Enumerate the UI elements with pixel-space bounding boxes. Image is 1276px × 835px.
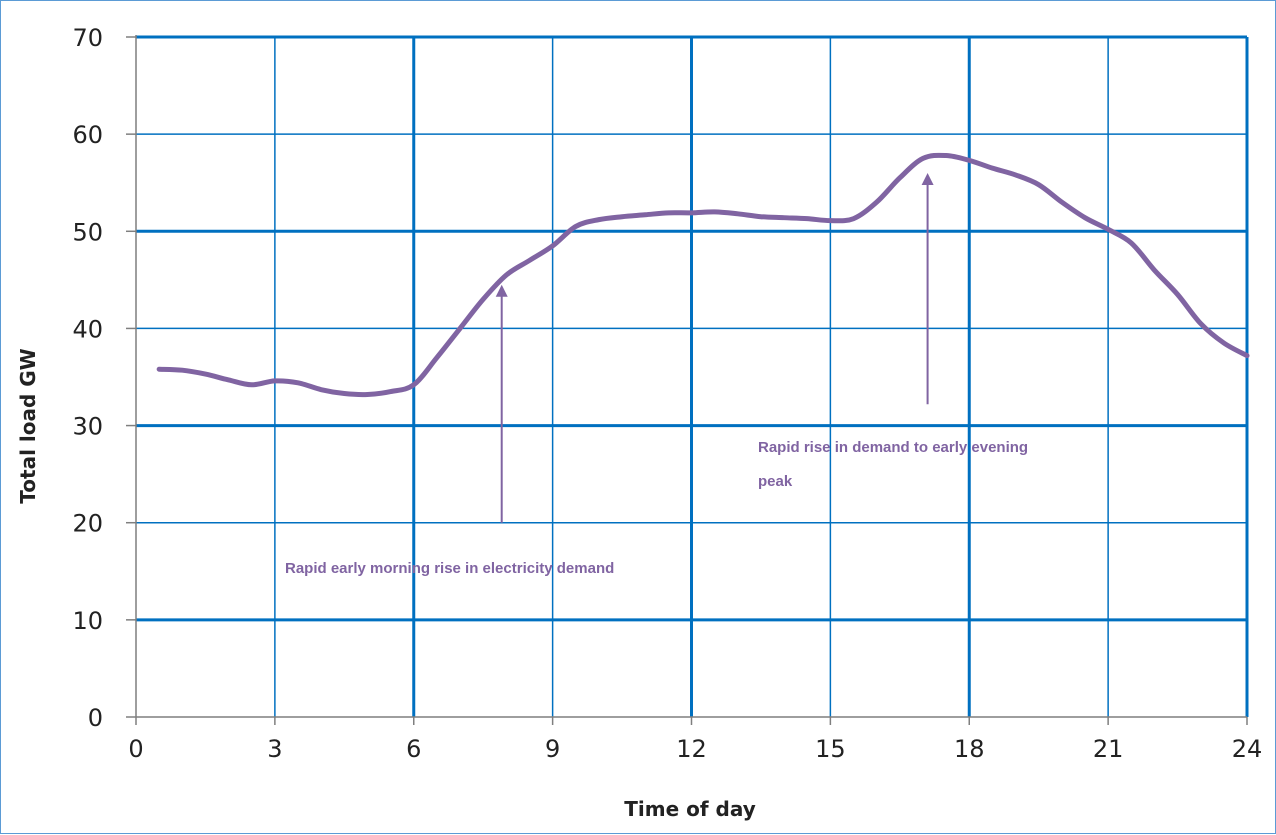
series: [156, 152, 1250, 398]
x-tick-label: 24: [1232, 735, 1263, 763]
annotation-arrow-head: [921, 173, 934, 185]
y-tick-labels: 0 10 20 30 40 50 60 70: [72, 24, 103, 732]
x-tick-labels: 0 3 6 9 12 15 18 21 24: [128, 735, 1262, 763]
y-tick-label: 60: [72, 121, 103, 149]
x-tick-label: 0: [128, 735, 143, 763]
load-series-line: [156, 152, 1250, 398]
y-tick-label: 30: [72, 413, 103, 441]
axes: [126, 35, 1248, 725]
annotation-evening-text-line2: peak: [758, 473, 793, 490]
x-axis-title: Time of day: [624, 797, 756, 821]
x-tick-label: 9: [545, 735, 560, 763]
x-tick-label: 12: [676, 735, 707, 763]
y-tick-label: 50: [72, 218, 103, 246]
grid: [136, 35, 1249, 717]
y-tick-label: 0: [88, 704, 103, 732]
annotation-arrow-head: [495, 284, 508, 297]
x-tick-label: 15: [815, 735, 846, 763]
y-axis-title: Total load GW: [16, 348, 40, 503]
y-tick-label: 10: [72, 607, 103, 635]
y-tick-label: 20: [72, 510, 103, 538]
annotations: Rapid early morning rise in electricity …: [285, 173, 1028, 577]
x-tick-label: 3: [267, 735, 282, 763]
x-tick-label: 21: [1093, 735, 1124, 763]
y-tick-label: 40: [72, 315, 103, 343]
x-tick-label: 6: [406, 735, 421, 763]
annotation-morning-text: Rapid early morning rise in electricity …: [285, 560, 614, 577]
annotation-evening-text-line1: Rapid rise in demand to early evening: [758, 439, 1028, 456]
y-tick-label: 70: [72, 24, 103, 52]
x-tick-label: 18: [954, 735, 985, 763]
